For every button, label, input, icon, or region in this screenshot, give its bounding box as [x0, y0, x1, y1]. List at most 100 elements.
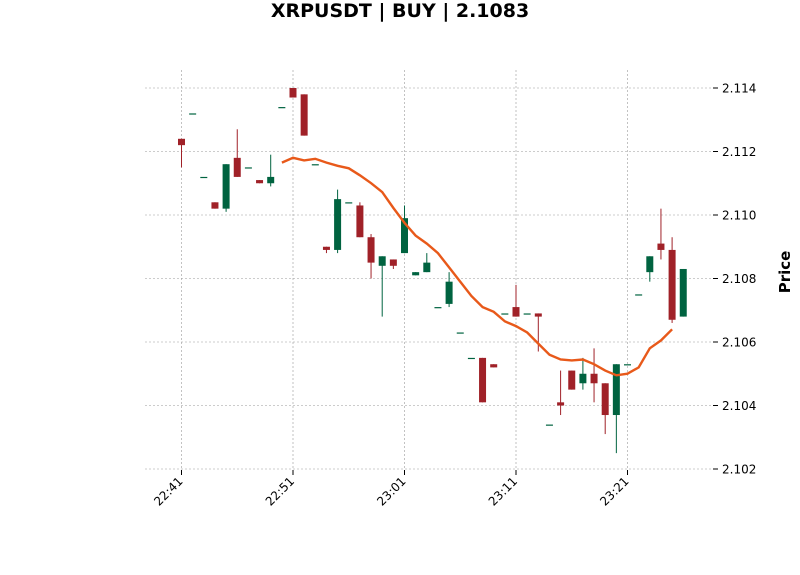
x-tick-label: 22:51	[263, 474, 297, 508]
candle	[501, 313, 509, 315]
y-axis-label: Price	[776, 251, 794, 294]
candle	[311, 164, 319, 166]
chart-title: XRPUSDT | BUY | 2.1083	[270, 0, 530, 22]
y-tick-label: 2.108	[722, 272, 756, 286]
candle-body	[178, 138, 185, 146]
candle-body	[200, 176, 208, 179]
candle	[490, 364, 498, 368]
candle	[668, 237, 676, 323]
candle-body	[222, 164, 230, 209]
y-tick-label: 2.106	[722, 336, 756, 350]
candle-body	[300, 94, 308, 136]
candle-body	[189, 113, 197, 115]
y-tick-label: 2.110	[722, 209, 756, 223]
moving-average-line	[281, 156, 673, 377]
candle-body	[389, 259, 397, 266]
candle	[289, 88, 297, 98]
candle	[244, 167, 252, 169]
candle	[612, 364, 620, 454]
candle-body	[244, 167, 252, 169]
candle-body	[445, 281, 453, 304]
candle	[445, 272, 453, 308]
candle-body	[401, 218, 408, 254]
candle-body	[211, 202, 219, 209]
x-tick-label: 23:01	[374, 474, 408, 508]
candles	[178, 88, 687, 454]
x-tick-label: 23:21	[597, 474, 631, 508]
candle-body	[267, 176, 275, 184]
candle-body	[322, 246, 330, 250]
candle-body	[601, 383, 609, 416]
y-axis: 2.102 2.104 2.106 2.108 2.110 2.112 2.114	[713, 82, 756, 477]
y-tick-label: 2.102	[722, 463, 756, 477]
candle-body	[256, 180, 264, 184]
candle-body	[278, 107, 286, 109]
candle-body	[635, 294, 643, 296]
y-tick-label: 2.112	[722, 145, 756, 159]
candle	[178, 138, 185, 168]
candle	[389, 259, 397, 269]
candle	[679, 268, 687, 317]
candle	[635, 294, 643, 296]
candle-body	[467, 357, 475, 360]
candle	[256, 180, 264, 184]
candle-body	[657, 243, 665, 250]
candle	[557, 370, 565, 416]
candle-body	[568, 370, 576, 390]
candle-body	[579, 373, 587, 384]
candle-body	[501, 313, 509, 315]
candle	[267, 154, 275, 187]
candle	[624, 364, 631, 366]
candle-body	[356, 205, 364, 238]
candle	[568, 370, 576, 390]
candle-body	[479, 357, 487, 403]
candle	[222, 164, 230, 212]
candle	[300, 94, 308, 136]
candle	[545, 424, 553, 426]
candle	[434, 307, 442, 309]
candle-body	[367, 237, 375, 263]
candle	[479, 357, 487, 403]
candle	[233, 129, 241, 177]
candle	[211, 202, 219, 209]
candle-body	[289, 88, 297, 98]
candle-body	[523, 313, 531, 315]
candle-body	[545, 424, 553, 426]
candle	[512, 284, 520, 317]
candle	[590, 348, 598, 403]
candle-body	[378, 256, 386, 266]
candle-body	[557, 402, 565, 406]
candle-body	[233, 157, 241, 177]
candle-body	[590, 373, 598, 384]
candle-body	[679, 268, 687, 317]
grid-x	[181, 70, 628, 470]
candle-body	[434, 307, 442, 309]
candle-body	[490, 364, 498, 368]
candle	[200, 176, 208, 179]
candle	[423, 253, 431, 273]
candle-body	[534, 313, 542, 317]
candle	[278, 107, 286, 109]
x-tick-label: 22:41	[151, 474, 185, 508]
candle	[579, 357, 587, 390]
candle-body	[345, 202, 353, 204]
grid-y	[145, 87, 712, 470]
candle-body	[334, 199, 342, 250]
candle-body	[624, 364, 631, 366]
candle	[356, 202, 364, 238]
candle	[601, 383, 609, 435]
x-axis: 22:41 22:51 23:01 23:11 23:21	[151, 470, 632, 509]
y-tick-label: 2.104	[722, 399, 756, 413]
candle-body	[612, 364, 620, 416]
candle	[467, 357, 475, 360]
candle	[345, 202, 353, 204]
candle	[657, 208, 665, 260]
candle	[456, 332, 464, 334]
candle-body	[423, 262, 431, 273]
candle	[334, 189, 342, 254]
candle	[367, 234, 375, 279]
candle	[523, 313, 531, 315]
candle-body	[668, 249, 676, 320]
candle-body	[456, 332, 464, 334]
